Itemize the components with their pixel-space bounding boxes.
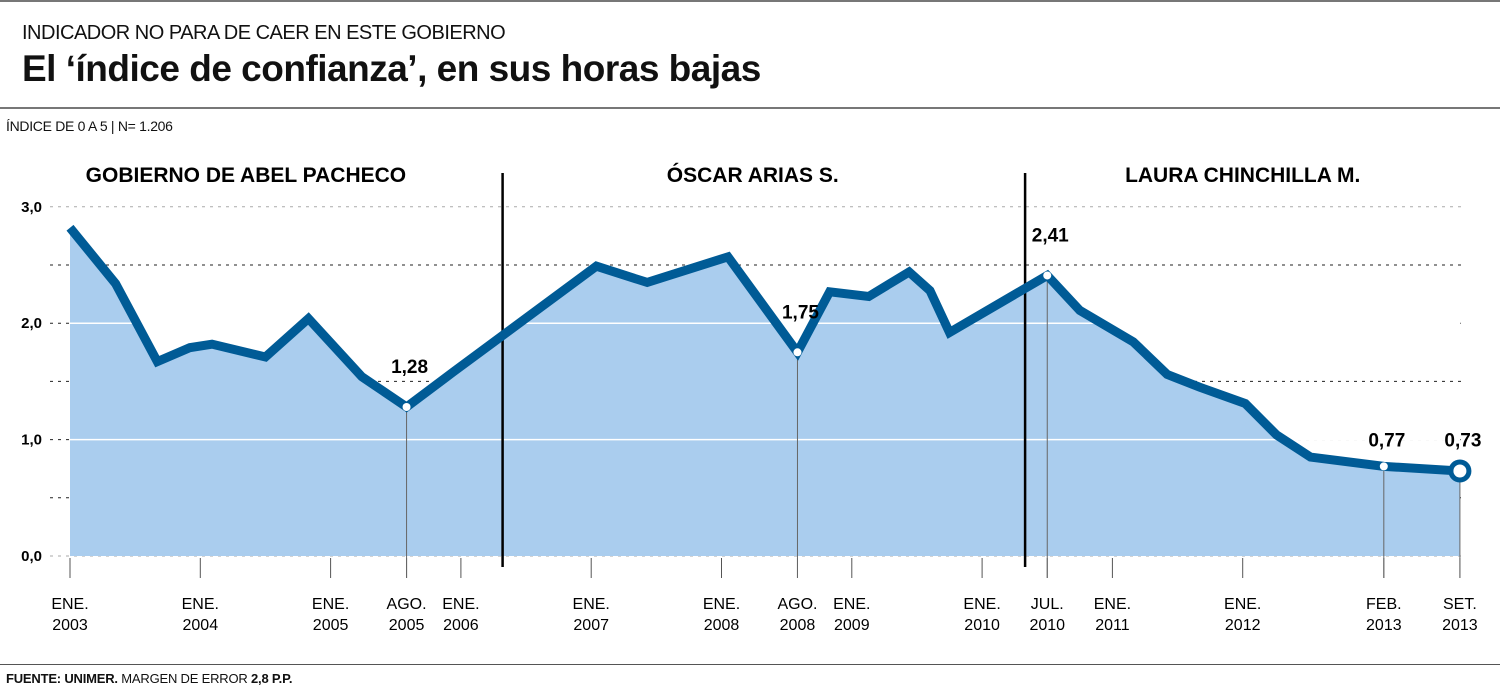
x-tick-month: ENE. [182, 596, 219, 613]
margin-value: 2,8 P.P. [251, 671, 293, 686]
chart-title: El ‘índice de confianza’, en sus horas b… [22, 48, 761, 89]
x-tick-month: ENE. [703, 596, 740, 613]
x-tick-year: 2010 [964, 617, 1000, 634]
data-label: 2,41 [1032, 225, 1069, 246]
data-label: 0,77 [1368, 431, 1405, 452]
x-tick-month: ENE. [833, 596, 870, 613]
government-label: LAURA CHINCHILLA M. [1125, 164, 1360, 187]
x-tick-month: ENE. [1224, 596, 1261, 613]
y-tick-label: 0,0 [21, 548, 42, 565]
margin-text: MARGEN DE ERROR [121, 671, 248, 686]
data-point-marker [1379, 462, 1388, 471]
series-line [66, 224, 1461, 476]
data-point-marker [1448, 459, 1472, 483]
x-tick-year: 2010 [1029, 617, 1065, 634]
x-tick-month: ENE. [573, 596, 610, 613]
x-tick-month: ENE. [312, 596, 349, 613]
footer-rule [0, 664, 1500, 665]
y-tick-label: 3,0 [21, 199, 42, 216]
data-point-marker [1043, 271, 1052, 280]
x-tick-month: JUL. [1031, 596, 1064, 613]
top-rule [0, 0, 1500, 2]
x-tick-year: 2008 [780, 617, 816, 634]
source-name: UNIMER. [64, 671, 118, 686]
y-tick-label: 2,0 [21, 315, 42, 332]
x-tick-year: 2013 [1366, 617, 1402, 634]
y-tick-label: 1,0 [21, 432, 42, 449]
data-label: 1,28 [391, 357, 428, 378]
x-tick-year: 2003 [52, 617, 88, 634]
x-tick-year: 2006 [443, 617, 479, 634]
x-tick-year: 2012 [1225, 617, 1261, 634]
area-fill [70, 227, 1460, 556]
kicker: INDICADOR NO PARA DE CAER EN ESTE GOBIER… [22, 22, 506, 44]
x-tick-year: 2011 [1095, 617, 1130, 634]
x-tick-year: 2013 [1442, 617, 1478, 634]
x-tick-year: 2007 [573, 617, 609, 634]
x-tick-month: ENE. [1094, 596, 1131, 613]
source-note: FUENTE: UNIMER. MARGEN DE ERROR 2,8 P.P. [6, 671, 293, 686]
data-label: 0,73 [1444, 431, 1481, 452]
x-tick-year: 2009 [834, 617, 870, 634]
index-meta: ÍNDICE DE 0 A 5 | N= 1.206 [6, 118, 173, 134]
government-label: ÓSCAR ARIAS S. [667, 163, 839, 187]
x-tick-year: 2008 [704, 617, 740, 634]
x-tick-month: AGO. [387, 596, 427, 613]
x-tick-year: 2004 [183, 617, 219, 634]
x-tick-month: ENE. [442, 596, 479, 613]
x-tick-year: 2005 [389, 617, 425, 634]
source-label: FUENTE: [6, 671, 61, 686]
x-tick-month: AGO. [777, 596, 817, 613]
x-tick-month: ENE. [963, 596, 1000, 613]
x-tick-month: FEB. [1366, 596, 1402, 613]
data-point-marker [402, 403, 411, 412]
x-tick-year: 2005 [313, 617, 349, 634]
data-label: 1,75 [782, 302, 819, 323]
government-label: GOBIERNO DE ABEL PACHECO [86, 164, 406, 187]
data-point-marker [793, 348, 802, 357]
header-rule [0, 107, 1500, 109]
x-tick-month: ENE. [51, 596, 88, 613]
x-tick-month: SET. [1443, 596, 1477, 613]
